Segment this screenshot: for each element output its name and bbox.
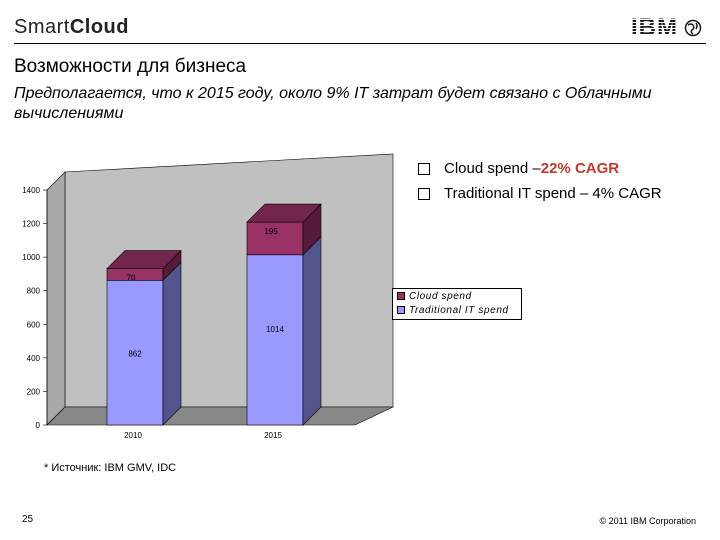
x-tick-label: 2010 — [124, 431, 142, 440]
bullet-item: Traditional IT spend – 4% CAGR — [418, 185, 662, 202]
legend-label: Cloud spend — [409, 290, 472, 302]
legend-item: Traditional IT spend — [393, 303, 521, 317]
ibm-logo-text: IBM — [631, 14, 678, 41]
y-tick-label: 800 — [27, 287, 41, 296]
slide-title: Возможности для бизнеса — [14, 56, 247, 77]
ibm-logo: IBM — [631, 14, 702, 42]
checkbox-bullet-icon — [418, 162, 430, 175]
y-tick-label: 1200 — [22, 220, 40, 229]
bar-front — [246, 221, 304, 256]
chart-side-wall — [46, 171, 66, 426]
globe-icon — [684, 19, 702, 37]
chart-legend: Cloud spend Traditional IT spend — [392, 288, 522, 320]
brand-bold: Cloud — [69, 16, 129, 38]
data-label: 862 — [128, 350, 142, 359]
bullet-text: Traditional IT spend – 4% CAGR — [444, 185, 662, 202]
page-number: 25 — [22, 514, 34, 525]
bar-top — [246, 203, 322, 223]
bullet-list: Cloud spend – 22% CAGR Traditional IT sp… — [418, 160, 662, 210]
legend-item: Cloud spend — [393, 289, 521, 303]
y-tick-label: 200 — [27, 387, 41, 396]
legend-swatch — [397, 306, 405, 314]
chart-floor — [46, 406, 394, 426]
bar-front — [246, 254, 304, 426]
bullet-highlight: 22% CAGR — [540, 160, 620, 177]
data-label: 1014 — [266, 325, 284, 334]
source-note: * Источник: IBM GMV, IDC — [44, 462, 177, 474]
copyright: © 2011 IBM Corporation — [599, 516, 696, 526]
legend-label: Traditional IT spend — [409, 304, 509, 316]
y-tick-label: 0 — [36, 421, 41, 430]
y-tick-label: 600 — [27, 320, 41, 329]
slide-subtitle: Предполагается, что к 2015 году, около 9… — [14, 85, 652, 122]
y-tick-label: 1000 — [22, 253, 40, 262]
smartcloud-logo: SmartCloud — [14, 16, 129, 39]
brand-light: Smart — [14, 16, 70, 38]
legend-swatch — [397, 292, 405, 300]
y-tick-label: 1400 — [22, 186, 40, 195]
x-tick-label: 2015 — [264, 431, 282, 440]
y-tick-label: 400 — [27, 354, 41, 363]
data-label: 195 — [264, 227, 278, 236]
bullet-item: Cloud spend – 22% CAGR — [418, 160, 662, 177]
bullet-text: Cloud spend – — [444, 160, 541, 177]
header-divider — [14, 43, 706, 44]
data-label: 70 — [127, 274, 136, 283]
checkbox-bullet-icon — [418, 187, 430, 200]
bar-top — [106, 250, 182, 269]
bar-side — [162, 261, 182, 426]
bar-side — [302, 236, 322, 426]
